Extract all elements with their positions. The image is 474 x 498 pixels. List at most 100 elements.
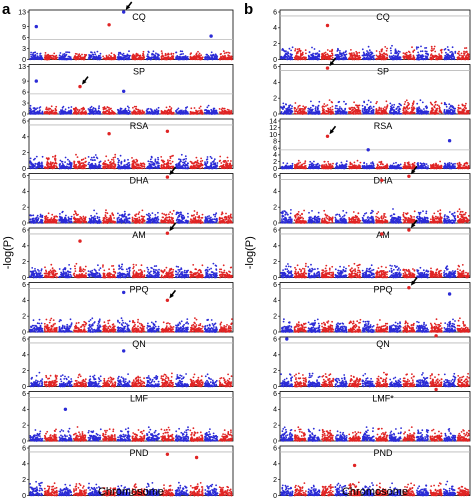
snp-point <box>218 270 221 273</box>
snp-point <box>209 57 212 60</box>
snp-point <box>37 268 39 271</box>
snp-point <box>161 216 164 219</box>
snp-point <box>154 54 156 56</box>
snp-point <box>82 166 85 169</box>
snp-point <box>226 108 229 111</box>
snp-point <box>196 161 199 164</box>
snp-point <box>226 112 229 114</box>
snp-point <box>96 220 99 223</box>
snp-point <box>133 105 136 108</box>
snp-point <box>102 55 104 58</box>
snp-point <box>187 269 190 272</box>
snp-point <box>117 55 120 57</box>
snp-point <box>62 167 65 169</box>
y-tick-label: 4 <box>22 243 26 250</box>
snp-point <box>134 58 136 61</box>
snp-point <box>33 219 36 222</box>
snp-point <box>193 214 196 216</box>
snp-point <box>142 57 145 59</box>
snp-point <box>102 161 105 164</box>
snp-point <box>192 217 195 220</box>
snp-point <box>149 220 151 223</box>
snp-point <box>178 215 181 218</box>
snp-point <box>213 272 216 275</box>
snp-point <box>112 162 115 165</box>
snp-point <box>123 58 126 61</box>
snp-point <box>152 166 154 169</box>
snp-point <box>180 211 182 214</box>
snp-point <box>76 53 78 55</box>
snp-point <box>199 271 202 274</box>
snp-point <box>143 163 146 166</box>
snp-point <box>221 220 224 223</box>
snp-point <box>213 167 216 169</box>
snp-point <box>155 265 158 267</box>
snp-point <box>149 214 152 217</box>
snp-point <box>172 209 175 212</box>
snp-point <box>197 56 200 59</box>
snp-point <box>199 160 202 163</box>
snp-point <box>41 57 44 60</box>
snp-point <box>73 161 76 164</box>
snp-point <box>134 221 137 224</box>
snp-point <box>106 274 108 276</box>
snp-point <box>121 53 124 56</box>
snp-point <box>33 158 35 161</box>
snp-point <box>141 165 144 168</box>
snp-point <box>172 222 175 224</box>
trait-label: RSA <box>130 121 149 131</box>
snp-point <box>70 106 73 108</box>
snp-point <box>160 50 163 52</box>
peak-point <box>34 24 38 29</box>
snp-point <box>161 57 163 59</box>
snp-point <box>98 216 101 219</box>
snp-point <box>53 52 56 55</box>
snp-point <box>40 220 43 223</box>
snp-point <box>55 165 57 168</box>
snp-point <box>78 276 81 278</box>
snp-point <box>206 156 209 158</box>
snp-point <box>170 55 173 58</box>
snp-point <box>76 156 79 159</box>
snp-point <box>208 166 211 169</box>
snp-point <box>167 159 169 162</box>
snp-point <box>170 274 173 277</box>
snp-point <box>79 216 82 218</box>
snp-point <box>165 216 168 219</box>
snp-point <box>36 110 39 113</box>
snp-point <box>165 273 168 276</box>
snp-point <box>94 53 97 56</box>
snp-point <box>222 58 224 61</box>
snp-point <box>169 155 172 158</box>
snp-point <box>139 162 142 165</box>
snp-point <box>204 161 206 164</box>
snp-point <box>183 158 186 161</box>
snp-point <box>183 276 186 278</box>
snp-point <box>162 164 165 167</box>
y-tick-label: 0 <box>22 57 26 64</box>
y-tick-label: 6 <box>22 118 26 125</box>
snp-point <box>47 111 50 114</box>
peak-point <box>122 10 126 14</box>
snp-point <box>165 276 168 278</box>
snp-point <box>175 265 178 268</box>
snp-point <box>155 52 157 55</box>
snp-point <box>65 165 68 168</box>
snp-point <box>200 58 203 61</box>
snp-point <box>94 107 97 110</box>
snp-point <box>219 159 222 162</box>
snp-point <box>191 221 193 224</box>
snp-point <box>162 161 165 164</box>
snp-point <box>209 276 211 278</box>
snp-point <box>166 58 169 61</box>
y-tick-label: 13 <box>18 9 26 16</box>
snp-point <box>112 58 115 61</box>
snp-point <box>102 111 104 114</box>
snp-point <box>49 166 52 169</box>
snp-point <box>120 58 123 61</box>
snp-point <box>220 53 223 55</box>
snp-point <box>43 58 46 61</box>
snp-point <box>110 275 113 278</box>
snp-point <box>176 221 179 224</box>
